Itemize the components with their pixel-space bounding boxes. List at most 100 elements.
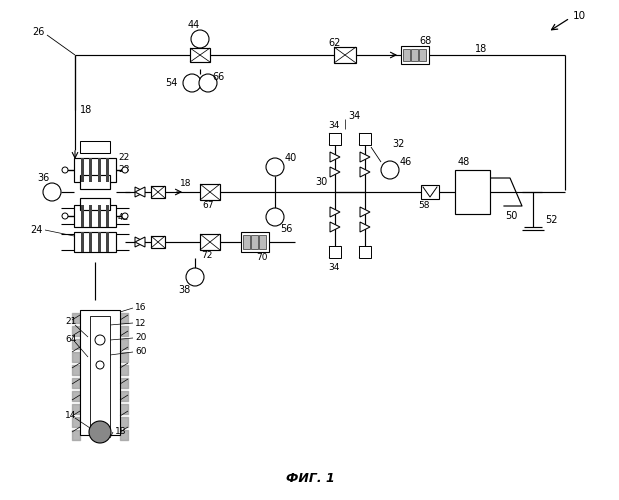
Bar — [455, 170, 490, 214]
Text: 10: 10 — [573, 11, 586, 21]
Circle shape — [96, 361, 104, 369]
Bar — [200, 184, 220, 200]
Text: 26: 26 — [32, 27, 45, 37]
Text: 62: 62 — [329, 38, 341, 48]
Text: 50: 50 — [505, 211, 517, 221]
Text: 54: 54 — [165, 78, 178, 88]
Text: 44: 44 — [188, 20, 200, 30]
Bar — [81, 232, 84, 252]
Text: 42: 42 — [118, 214, 129, 222]
Bar — [106, 205, 109, 227]
Bar — [98, 205, 101, 227]
Bar — [80, 141, 110, 153]
Circle shape — [266, 208, 284, 226]
Circle shape — [62, 167, 68, 173]
Bar — [200, 234, 220, 250]
Bar — [80, 198, 110, 210]
Bar — [251, 235, 258, 249]
Bar — [329, 133, 341, 145]
Text: 56: 56 — [280, 224, 292, 234]
Circle shape — [43, 183, 61, 201]
Text: 38: 38 — [178, 285, 190, 295]
Polygon shape — [360, 167, 370, 177]
Bar — [421, 185, 439, 199]
Bar — [74, 232, 116, 252]
Bar — [98, 232, 101, 252]
Bar — [89, 232, 92, 252]
Bar — [411, 49, 418, 61]
Text: 16: 16 — [135, 304, 147, 312]
Bar — [243, 235, 250, 249]
Polygon shape — [330, 222, 340, 232]
Bar — [74, 205, 116, 227]
Text: 58: 58 — [418, 202, 430, 210]
Polygon shape — [135, 237, 145, 247]
Polygon shape — [330, 207, 340, 217]
Polygon shape — [330, 152, 340, 162]
Text: 34: 34 — [348, 111, 360, 121]
Bar — [89, 158, 92, 182]
Text: 72: 72 — [201, 252, 213, 260]
Text: ФИГ. 1: ФИГ. 1 — [285, 472, 334, 484]
Polygon shape — [360, 222, 370, 232]
Bar — [151, 236, 165, 248]
Text: 18: 18 — [475, 44, 487, 54]
Bar — [80, 175, 110, 189]
Circle shape — [122, 167, 128, 173]
Bar — [241, 232, 269, 252]
Text: 28: 28 — [118, 166, 129, 174]
Text: 14: 14 — [65, 410, 76, 420]
Bar — [106, 158, 109, 182]
Text: 18: 18 — [80, 105, 92, 115]
Bar — [334, 47, 356, 63]
Bar — [74, 158, 116, 182]
Bar — [80, 310, 120, 435]
Text: 22: 22 — [118, 154, 129, 162]
Bar — [401, 46, 429, 64]
Bar — [359, 133, 371, 145]
Circle shape — [191, 30, 209, 48]
Text: 60: 60 — [135, 348, 147, 356]
Circle shape — [266, 158, 284, 176]
Text: 52: 52 — [545, 215, 558, 225]
Circle shape — [199, 74, 217, 92]
Text: 32: 32 — [392, 139, 404, 149]
Polygon shape — [135, 187, 145, 197]
Text: 34: 34 — [328, 262, 339, 272]
Text: 30: 30 — [315, 177, 327, 187]
Polygon shape — [360, 207, 370, 217]
Bar — [98, 158, 101, 182]
Text: 18: 18 — [180, 180, 191, 188]
Polygon shape — [360, 152, 370, 162]
Text: 70: 70 — [256, 254, 268, 262]
Text: 46: 46 — [400, 157, 412, 167]
Bar — [359, 246, 371, 258]
Bar — [259, 235, 266, 249]
Text: 34: 34 — [328, 122, 339, 130]
Text: 64: 64 — [65, 336, 76, 344]
Circle shape — [183, 74, 201, 92]
Circle shape — [122, 213, 128, 219]
Bar — [81, 158, 84, 182]
Polygon shape — [330, 167, 340, 177]
Text: 66: 66 — [212, 72, 224, 82]
Text: 18: 18 — [115, 428, 126, 436]
Bar — [90, 316, 110, 428]
Bar — [419, 49, 426, 61]
Text: 68: 68 — [419, 36, 431, 46]
Polygon shape — [135, 187, 145, 197]
Bar — [329, 246, 341, 258]
Text: 36: 36 — [37, 173, 50, 183]
Bar — [190, 48, 210, 62]
Circle shape — [95, 335, 105, 345]
Circle shape — [381, 161, 399, 179]
Bar — [89, 205, 92, 227]
Text: 40: 40 — [285, 153, 297, 163]
Text: 48: 48 — [458, 157, 470, 167]
Bar — [151, 186, 165, 198]
Text: 24: 24 — [30, 225, 42, 235]
Circle shape — [186, 268, 204, 286]
Circle shape — [62, 213, 68, 219]
Text: 21: 21 — [65, 318, 76, 326]
Bar — [106, 232, 109, 252]
